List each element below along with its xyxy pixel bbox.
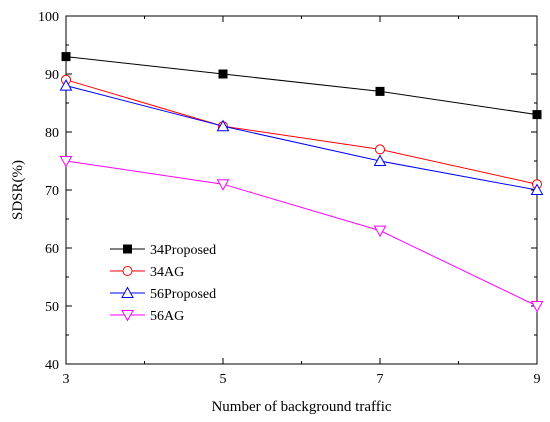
- y-tick-label: 40: [45, 358, 59, 373]
- series-layer: [59, 52, 544, 313]
- x-axis-label: Number of background traffic: [211, 399, 391, 415]
- data-point-34proposed: [532, 110, 542, 120]
- y-tick-label: 50: [45, 300, 59, 315]
- y-axis-label: SDSR(%): [10, 160, 26, 220]
- y-tick-label: 90: [45, 68, 59, 83]
- legend-label-56ag: 56AG: [150, 309, 184, 324]
- data-point-34proposed: [218, 69, 228, 79]
- data-point-56proposed: [59, 79, 73, 91]
- data-point-56ag: [216, 179, 230, 191]
- y-tick-label: 70: [45, 184, 59, 199]
- y-tick-label: 80: [45, 126, 59, 141]
- data-point-34ag: [375, 144, 385, 155]
- y-tick-label: 100: [38, 10, 59, 25]
- series-line-56ag: [65, 160, 538, 307]
- data-point-34proposed: [375, 86, 385, 96]
- data-point-34proposed: [61, 52, 71, 62]
- axis-ticks: 3 5 7 9 40 50 60 70 80 90 100: [38, 10, 541, 387]
- data-point-56ag: [530, 301, 544, 313]
- legend-label-34ag: 34AG: [150, 265, 184, 280]
- legend-label-34proposed: 34Proposed: [150, 243, 216, 258]
- x-tick-label: 7: [377, 372, 384, 387]
- series-line-34proposed: [65, 56, 538, 116]
- legend: 34Proposed 34AG 56Proposed 56AG: [110, 243, 216, 324]
- data-point-56proposed: [530, 183, 544, 195]
- x-tick-label: 5: [220, 372, 227, 387]
- legend-label-56proposed: 56Proposed: [150, 287, 216, 302]
- series-line-56proposed: [65, 85, 538, 191]
- legend-marker-56proposed: [121, 286, 134, 298]
- data-point-56proposed: [373, 154, 387, 166]
- data-point-56ag: [59, 156, 73, 168]
- data-point-56ag: [373, 225, 387, 238]
- legend-marker-56ag: [121, 310, 134, 322]
- data-point-56proposed: [216, 119, 230, 132]
- legend-marker-34ag: [122, 266, 133, 276]
- x-tick-label: 3: [63, 372, 70, 387]
- y-tick-label: 60: [45, 242, 59, 257]
- plot-frame: [65, 15, 538, 365]
- x-tick-label: 9: [534, 372, 541, 387]
- series-line-34ag: [65, 79, 538, 185]
- legend-marker-34proposed: [123, 244, 132, 254]
